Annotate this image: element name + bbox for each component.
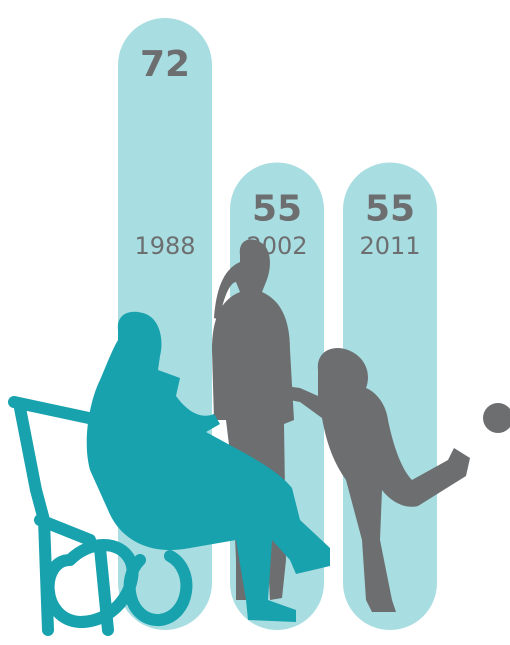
category-label: 2011 bbox=[359, 232, 420, 260]
ball bbox=[483, 403, 510, 433]
value-label: 72 bbox=[140, 44, 190, 85]
chart: 721988552002552011 bbox=[0, 0, 510, 645]
page: 721988552002552011 (() => { const data =… bbox=[0, 0, 510, 645]
category-label: 1988 bbox=[134, 232, 195, 260]
value-label: 55 bbox=[252, 189, 302, 230]
category-label: 2002 bbox=[246, 232, 307, 260]
value-label: 55 bbox=[365, 189, 415, 230]
